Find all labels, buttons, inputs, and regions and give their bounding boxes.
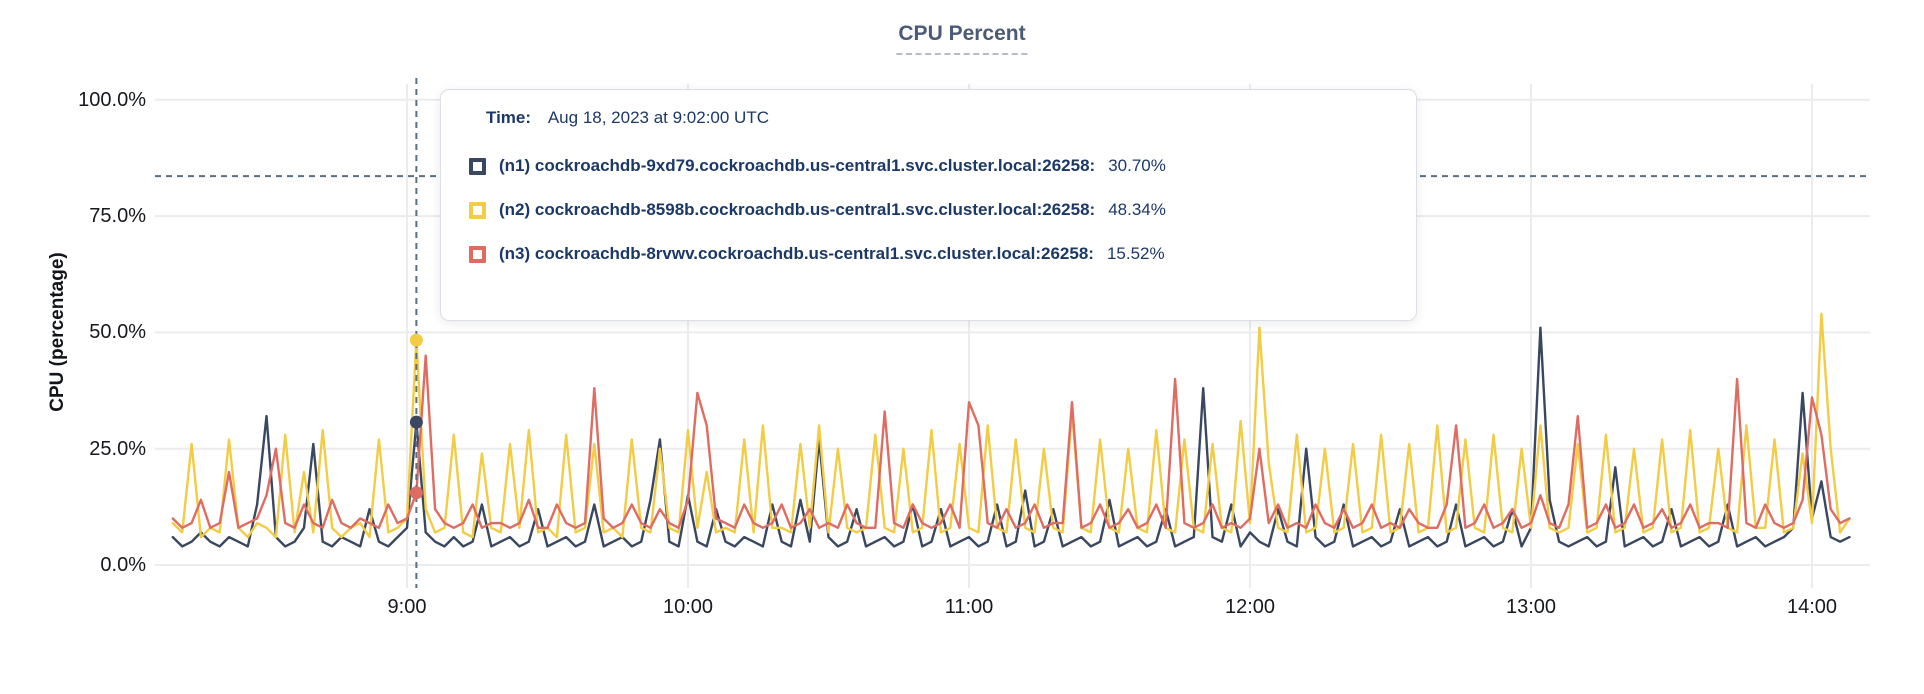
tooltip-series-row-n3: (n3) cockroachdb-8rvwv.cockroachdb.us-ce… <box>469 244 1416 264</box>
chart-title: CPU Percent <box>896 22 1028 55</box>
x-tick-label: 14:00 <box>1786 596 1838 618</box>
tooltip-series-value: 15.52% <box>1106 244 1165 263</box>
y-tick-label: 50.0% <box>89 321 146 343</box>
y-tick-label: 0.0% <box>100 554 146 576</box>
tooltip-series-row-n2: (n2) cockroachdb-8598b.cockroachdb.us-ce… <box>469 200 1416 220</box>
tooltip-series-label: (n2) cockroachdb-8598b.cockroachdb.us-ce… <box>499 200 1096 219</box>
tooltip-time-value: Aug 18, 2023 at 9:02:00 UTC <box>547 108 769 127</box>
tooltip-time-label: Time: <box>486 108 532 127</box>
series-swatch-icon <box>469 157 486 175</box>
y-tick-label: 25.0% <box>89 438 146 460</box>
y-tick-label: 75.0% <box>89 205 146 227</box>
chart-tooltip: Time: Aug 18, 2023 at 9:02:00 UTC (n1) c… <box>440 89 1417 321</box>
tooltip-series-label: (n3) cockroachdb-8rvwv.cockroachdb.us-ce… <box>499 244 1094 263</box>
tooltip-time-row: Time: Aug 18, 2023 at 9:02:00 UTC <box>486 108 1416 128</box>
x-tick-label: 9:00 <box>387 596 427 618</box>
x-tick-label: 10:00 <box>662 596 714 618</box>
x-tick-label: 11:00 <box>944 596 994 618</box>
tooltip-series-row-n1: (n1) cockroachdb-9xd79.cockroachdb.us-ce… <box>469 156 1416 176</box>
series-swatch-icon <box>469 245 486 263</box>
tooltip-series-value: 30.70% <box>1108 156 1166 175</box>
y-tick-label: 100.0% <box>78 89 146 111</box>
tooltip-series-label: (n1) cockroachdb-9xd79.cockroachdb.us-ce… <box>499 156 1096 175</box>
y-axis-title: CPU (percentage) <box>47 252 68 412</box>
x-tick-label: 12:00 <box>1224 596 1276 618</box>
x-tick-label: 13:00 <box>1505 596 1557 618</box>
tooltip-series-value: 48.34% <box>1108 200 1166 219</box>
series-swatch-icon <box>469 201 486 219</box>
